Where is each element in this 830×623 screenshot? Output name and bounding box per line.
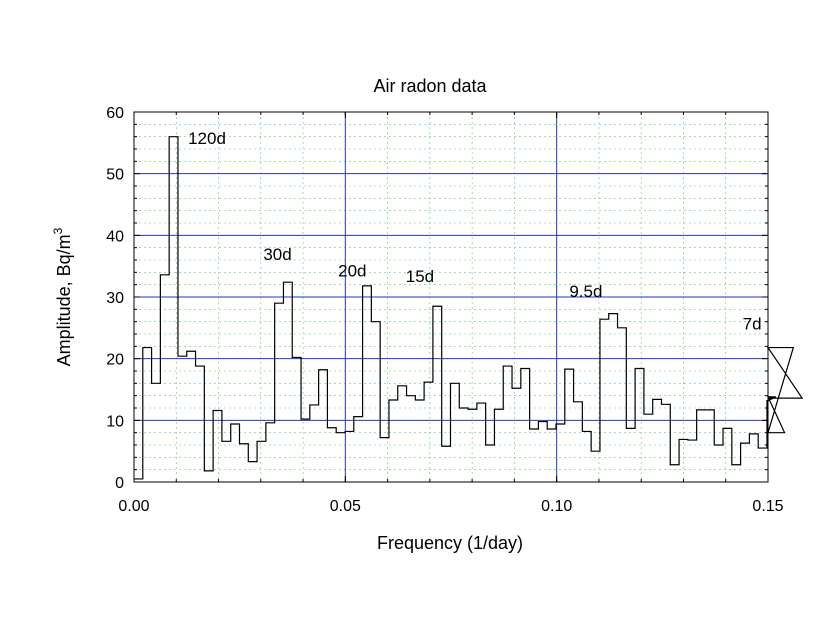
- peak-annotations: 120d 30d 20d 15d 9.5d 7d: [188, 129, 761, 334]
- x-axis-label: Frequency (1/day): [377, 533, 523, 553]
- x-tick-label: 0.10: [541, 498, 572, 515]
- peak-label: 7d: [743, 315, 762, 334]
- chart-title: Air radon data: [373, 76, 487, 96]
- y-tick-label: 10: [106, 413, 124, 430]
- peak-label: 15d: [406, 267, 434, 286]
- series-layer: [134, 136, 804, 480]
- x-tick-label: 0.15: [752, 498, 783, 515]
- x-tick-label: 0.00: [118, 498, 149, 515]
- y-axis-label: Amplitude, Bq/m3: [51, 227, 74, 366]
- peak-label: 9.5d: [569, 282, 602, 301]
- peak-label: 20d: [338, 262, 366, 281]
- y-tick-label: 20: [106, 352, 124, 369]
- y-tick-label: 0: [115, 475, 124, 492]
- y-axis-label-main: Amplitude, Bq/m: [54, 234, 74, 366]
- y-tick-label: 30: [106, 290, 124, 307]
- y-axis-label-superscript: 3: [51, 227, 65, 234]
- peak-label: 30d: [263, 245, 291, 264]
- x-tick-label: 0.05: [330, 498, 361, 515]
- y-tick-label: 40: [106, 228, 124, 245]
- tick-labels: 0.00 0.05 0.10 0.15 0 10 20 30 40 50 60: [106, 105, 783, 515]
- peak-label: 120d: [188, 129, 226, 148]
- plot-frame: [133, 111, 769, 483]
- y-tick-label: 50: [106, 167, 124, 184]
- amplitude-step-line: [134, 136, 804, 480]
- y-tick-label: 60: [106, 105, 124, 122]
